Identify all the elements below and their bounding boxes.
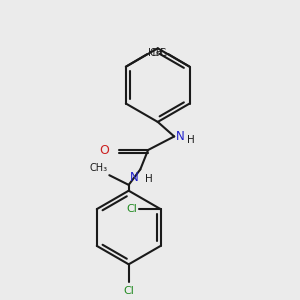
Text: N: N [176, 130, 185, 143]
Text: N: N [130, 171, 138, 184]
Text: H: H [145, 174, 153, 184]
Text: H₃C: H₃C [148, 48, 166, 58]
Text: O: O [99, 143, 109, 157]
Text: H: H [187, 135, 195, 145]
Text: CH₃: CH₃ [149, 48, 167, 58]
Text: Cl: Cl [126, 204, 137, 214]
Text: CH₃: CH₃ [89, 163, 107, 173]
Text: Cl: Cl [123, 286, 134, 296]
